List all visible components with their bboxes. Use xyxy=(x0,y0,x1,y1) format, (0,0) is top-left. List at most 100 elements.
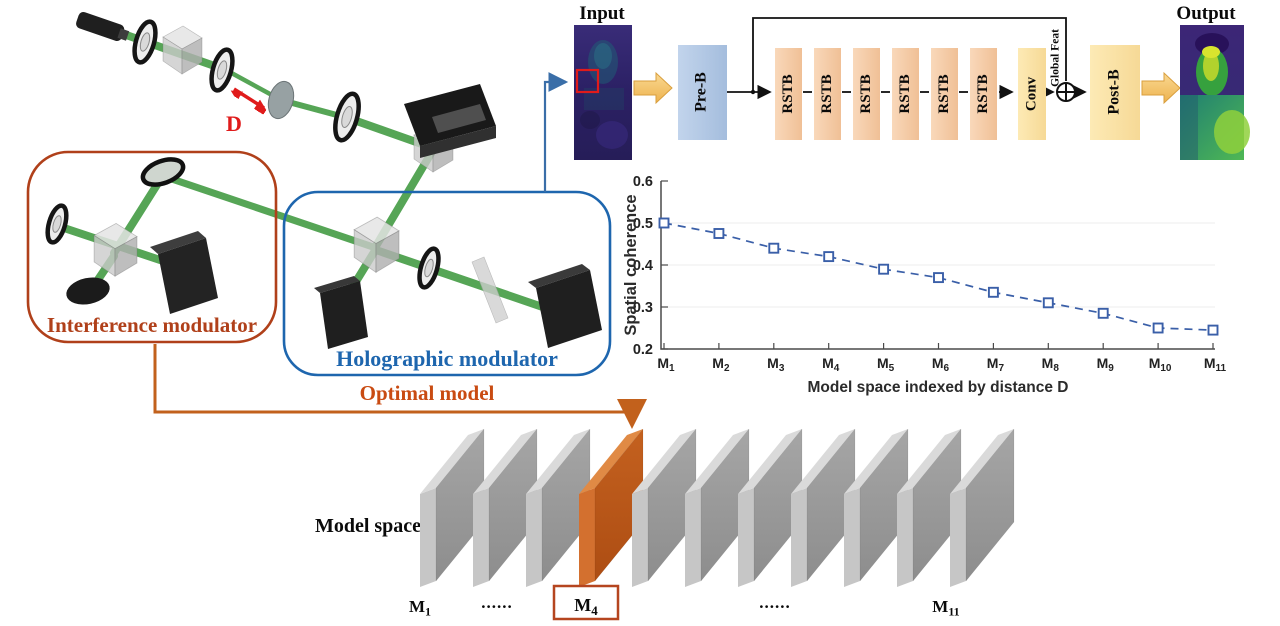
x-tick-label: M4 xyxy=(822,355,840,374)
holographic-modulator-box xyxy=(282,190,612,377)
y-tick-label: 0.6 xyxy=(633,174,653,190)
rstb-block-label: RSTB xyxy=(897,74,913,113)
model-slab xyxy=(632,428,697,587)
model-slab xyxy=(738,428,803,587)
interference-block-mirror xyxy=(150,231,218,314)
y-tick-label: 0.5 xyxy=(633,216,653,232)
rstb-block xyxy=(853,48,880,140)
data-point-marker xyxy=(658,217,670,229)
model-slab xyxy=(844,428,909,587)
optimal-connector-line xyxy=(153,344,647,429)
model-slab xyxy=(526,428,591,587)
data-point-marker xyxy=(1097,307,1109,319)
rstb-block xyxy=(814,48,841,140)
y-tick-label: 0.2 xyxy=(633,342,653,358)
y-tick-label: 0.4 xyxy=(633,258,653,274)
laser xyxy=(76,12,130,42)
lens-icon xyxy=(45,203,69,245)
data-point-marker xyxy=(1207,324,1219,336)
chart-x-axis-label: Model space indexed by distance D xyxy=(808,379,1069,396)
conv-block-label: Conv xyxy=(1023,76,1039,111)
beam-splitter-cube xyxy=(353,216,400,274)
x-tick-label: M6 xyxy=(932,355,950,374)
data-point-marker xyxy=(987,286,999,298)
optimal-model-label: Optimal model xyxy=(360,381,495,405)
lens-icon xyxy=(333,91,361,143)
lens-icon xyxy=(132,19,158,65)
lens-icon xyxy=(417,246,441,290)
rstb-block xyxy=(931,48,958,140)
x-tick-label: M9 xyxy=(1097,355,1115,374)
data-point-marker xyxy=(1152,322,1164,334)
input-connector-line xyxy=(543,72,569,192)
data-point-marker xyxy=(1042,297,1054,309)
model-slab xyxy=(897,428,962,587)
optical-setup: D Interference modulator Holographic mod… xyxy=(26,12,647,429)
distance-arrow xyxy=(234,87,264,108)
input-roi-box xyxy=(575,68,600,94)
pre-block-label: Pre-B xyxy=(693,72,710,112)
x-tick-label: M5 xyxy=(877,355,895,374)
rstb-block xyxy=(970,48,997,140)
model-slab xyxy=(950,428,1015,587)
add-operator-icon xyxy=(1056,82,1076,102)
slm-device xyxy=(404,84,496,158)
model-highlight-label: M4 xyxy=(574,595,598,618)
x-tick-label: M1 xyxy=(657,355,675,374)
rstb-block-label: RSTB xyxy=(975,74,991,113)
dots-right-label: ...... xyxy=(759,593,791,612)
network-connections xyxy=(727,17,1087,100)
interference-modulator-box xyxy=(26,150,278,344)
data-point-marker xyxy=(933,272,944,284)
data-point-marker xyxy=(713,228,725,239)
pre-block xyxy=(678,45,727,140)
output-title: Output xyxy=(1176,3,1236,24)
model-slab xyxy=(420,428,485,587)
rstb-block xyxy=(775,48,802,140)
network-to-output-arrow xyxy=(1141,71,1181,105)
rstb-block-label: RSTB xyxy=(780,74,796,113)
distance-label: D xyxy=(226,111,242,136)
global-feat-label: Global Feat xyxy=(1050,29,1062,87)
rstb-block-label: RSTB xyxy=(936,74,952,113)
model-space-section: Model space ...... ...... M1 M4 M11 xyxy=(315,428,1015,621)
rstb-block xyxy=(892,48,919,140)
rstb-block-label: RSTB xyxy=(819,74,835,113)
data-point-marker xyxy=(768,242,780,254)
model-slab xyxy=(685,428,750,587)
input-image xyxy=(574,25,632,160)
diffuser-disk xyxy=(267,80,295,120)
model-last-label: M11 xyxy=(932,597,959,619)
interference-end-mirror xyxy=(66,277,110,305)
skip-junction-dot xyxy=(750,89,756,95)
lens-icon xyxy=(209,47,235,93)
conv-block xyxy=(1018,48,1046,140)
chart-y-axis-label: Spatial coherence xyxy=(622,194,640,335)
output-image xyxy=(1180,25,1250,160)
x-tick-label: M10 xyxy=(1149,355,1172,374)
rstb-block-label: RSTB xyxy=(858,74,874,113)
model-first-label: M1 xyxy=(409,597,431,619)
thin-plate xyxy=(471,256,509,324)
x-tick-label: M2 xyxy=(712,355,730,374)
model-slab xyxy=(473,428,538,587)
post-block-label: Post-B xyxy=(1106,69,1123,115)
spatial-coherence-chart: 0.20.30.40.50.6M1 M2 M3 M4 M5 M6 M7 M8 M9 M10 M11 … xyxy=(622,174,1227,396)
y-tick-label: 0.3 xyxy=(633,300,653,316)
network-pipeline: Input Output Pre-B RSTB RSTB RSTB RST xyxy=(574,3,1250,160)
x-tick-label: M11 xyxy=(1204,355,1227,374)
data-point-marker xyxy=(878,263,890,275)
model-space-title: Model space xyxy=(315,515,421,537)
optimal-model-box xyxy=(552,584,620,621)
mirror-bottom-right xyxy=(528,264,602,348)
model-space-slabs xyxy=(420,428,1015,587)
post-block xyxy=(1090,45,1140,140)
input-to-network-arrow xyxy=(633,71,673,105)
x-tick-label: M8 xyxy=(1042,355,1060,374)
interference-top-mirror xyxy=(140,157,186,187)
interference-modulator-label: Interference modulator xyxy=(47,313,257,337)
mirror-bottom-left xyxy=(314,276,368,349)
x-tick-label: M3 xyxy=(767,355,785,374)
